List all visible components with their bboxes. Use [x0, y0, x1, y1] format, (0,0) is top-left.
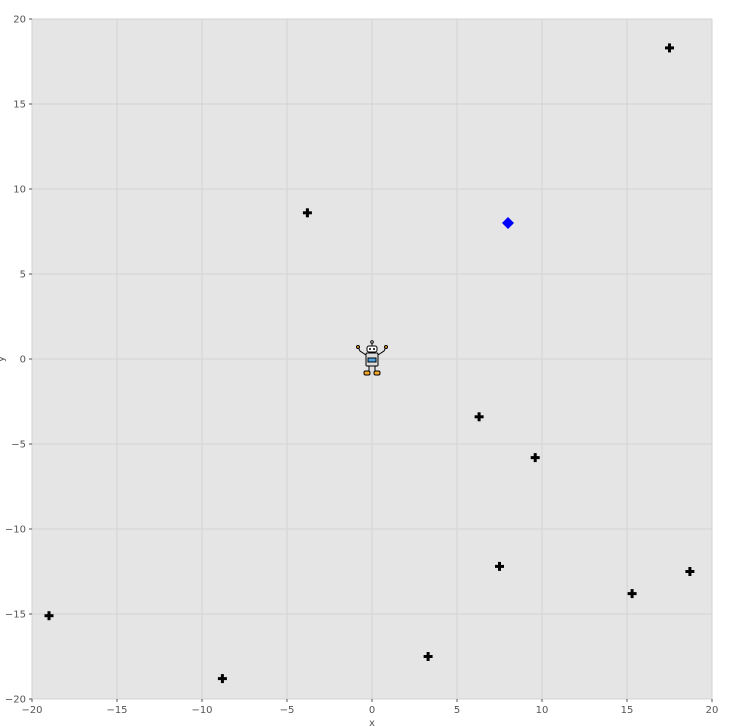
x-tick-label: −15 [106, 705, 127, 716]
x-axis-ticks: −20 −15 −10 −5 0 5 10 15 20 [21, 699, 718, 716]
robot-icon [356, 340, 388, 376]
x-axis-label: x [369, 718, 375, 727]
x-tick-label: 5 [454, 705, 460, 716]
plus-marker [685, 567, 695, 576]
plus-marker [627, 589, 637, 599]
y-tick-label: −15 [5, 610, 26, 621]
y-tick-label: 15 [13, 100, 26, 111]
x-tick-label: −20 [21, 705, 42, 716]
y-tick-label: −20 [5, 695, 26, 706]
y-tick-label: 10 [13, 185, 26, 196]
plus-marker [217, 674, 227, 684]
y-tick-label: −10 [5, 525, 26, 536]
x-tick-label: 0 [369, 705, 375, 716]
plus-marker [474, 412, 484, 422]
x-tick-label: 10 [536, 705, 549, 716]
diamond-marker [502, 217, 514, 229]
plus-marker [665, 43, 674, 53]
y-tick-label: 0 [20, 355, 26, 366]
x-tick-label: −10 [191, 705, 212, 716]
plus-marker [44, 611, 54, 621]
data-markers [44, 43, 695, 684]
y-tick-label: 20 [13, 15, 26, 26]
y-axis-ticks: −20 −15 −10 −5 0 5 10 15 20 [5, 15, 32, 706]
plus-marker [302, 208, 312, 218]
plus-marker [495, 561, 504, 571]
y-tick-label: 5 [20, 270, 26, 281]
x-tick-label: −5 [280, 705, 295, 716]
x-tick-label: 20 [706, 705, 719, 716]
plus-marker [423, 652, 433, 661]
y-axis-label: y [0, 356, 7, 362]
y-tick-label: −5 [11, 440, 26, 451]
plus-marker [530, 453, 540, 463]
x-tick-label: 15 [621, 705, 634, 716]
